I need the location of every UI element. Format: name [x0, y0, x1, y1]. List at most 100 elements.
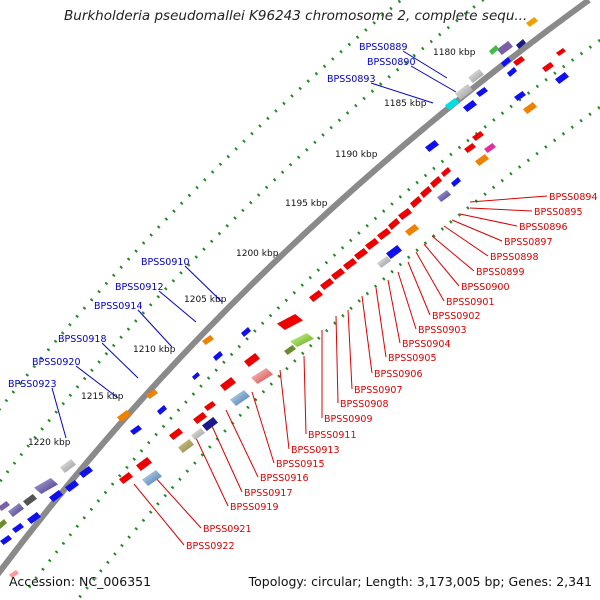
gene-label[interactable]: BPSS0902 — [432, 311, 480, 322]
gene-label[interactable]: BPSS0918 — [58, 334, 106, 345]
gene-feature[interactable] — [437, 190, 451, 202]
gene-feature[interactable] — [489, 45, 499, 55]
gene-feature[interactable] — [309, 290, 323, 302]
gene-label[interactable]: BPSS0919 — [230, 502, 278, 513]
gene-feature[interactable] — [475, 154, 489, 166]
gene-feature[interactable] — [60, 459, 76, 473]
gene-label[interactable]: BPSS0895 — [534, 207, 582, 218]
gene-label[interactable]: BPSS0913 — [291, 445, 339, 456]
gene-feature[interactable] — [468, 69, 484, 83]
gene-feature[interactable] — [49, 490, 63, 502]
gene-features[interactable] — [0, 17, 569, 578]
gene-feature[interactable] — [117, 410, 131, 422]
gene-feature[interactable] — [556, 48, 566, 56]
gene-label[interactable]: BPSS0917 — [244, 488, 292, 499]
gene-feature[interactable] — [386, 245, 402, 259]
gene-feature[interactable] — [354, 248, 368, 260]
gene-feature[interactable] — [526, 17, 538, 27]
gene-feature[interactable] — [464, 143, 476, 153]
gene-feature[interactable] — [142, 470, 162, 486]
gene-feature[interactable] — [377, 256, 391, 268]
gene-feature[interactable] — [178, 439, 194, 453]
gene-label[interactable]: BPSS0896 — [519, 222, 567, 233]
gene-feature[interactable] — [472, 131, 484, 141]
gene-label[interactable]: BPSS0898 — [490, 252, 538, 263]
gene-feature[interactable] — [0, 535, 12, 545]
gene-label[interactable]: BPSS0903 — [418, 325, 466, 336]
gene-feature[interactable] — [497, 41, 513, 55]
gene-feature[interactable] — [213, 351, 223, 361]
gene-feature[interactable] — [193, 412, 207, 424]
gene-feature[interactable] — [516, 39, 526, 49]
gene-feature[interactable] — [484, 143, 496, 153]
gene-feature[interactable] — [9, 570, 19, 578]
gene-feature[interactable] — [27, 512, 41, 524]
gene-label[interactable]: BPSS0921 — [203, 524, 251, 535]
gene-feature[interactable] — [191, 428, 205, 440]
gene-labels[interactable]: BPSS0889 BPSS0890 BPSS0893 BPSS0910 BPSS0912… — [8, 42, 597, 552]
gene-feature[interactable] — [79, 466, 93, 478]
gene-feature[interactable] — [365, 238, 379, 250]
gene-feature[interactable] — [284, 345, 296, 355]
gene-feature[interactable] — [8, 503, 24, 517]
gene-feature[interactable] — [136, 457, 152, 471]
gene-feature[interactable] — [130, 425, 142, 435]
gene-feature[interactable] — [455, 84, 473, 100]
gene-feature[interactable] — [220, 377, 236, 391]
gene-label[interactable]: BPSS0909 — [324, 414, 372, 425]
gene-feature[interactable] — [0, 519, 7, 529]
gene-label[interactable]: BPSS0907 — [354, 385, 402, 396]
gene-label[interactable]: BPSS0906 — [374, 369, 422, 380]
gene-feature[interactable] — [157, 405, 167, 415]
gene-feature[interactable] — [23, 494, 37, 506]
gene-feature[interactable] — [420, 186, 432, 198]
gene-feature[interactable] — [12, 523, 24, 533]
gene-feature[interactable] — [398, 208, 412, 220]
gene-label[interactable]: BPSS0893 — [327, 74, 375, 85]
gene-feature[interactable] — [202, 417, 218, 431]
gene-feature[interactable] — [251, 368, 273, 384]
gene-label[interactable]: BPSS0915 — [276, 459, 324, 470]
gene-label[interactable]: BPSS0912 — [115, 282, 163, 293]
gene-label[interactable]: BPSS0922 — [186, 541, 234, 552]
gene-feature[interactable] — [65, 480, 79, 492]
gene-feature[interactable] — [244, 353, 260, 367]
gene-label[interactable]: BPSS0899 — [476, 267, 524, 278]
gene-feature[interactable] — [555, 72, 569, 84]
gene-label[interactable]: BPSS0910 — [141, 257, 189, 268]
gene-label[interactable]: BPSS0897 — [504, 237, 552, 248]
gene-feature[interactable] — [343, 258, 357, 270]
gene-feature[interactable] — [445, 98, 459, 110]
gene-feature[interactable] — [410, 196, 422, 208]
gene-feature[interactable] — [463, 100, 477, 112]
gene-feature[interactable] — [241, 327, 251, 337]
gene-label[interactable]: BPSS0908 — [340, 399, 388, 410]
gene-label[interactable]: BPSS0914 — [94, 301, 142, 312]
gene-feature[interactable] — [542, 62, 554, 72]
gene-label[interactable]: BPSS0900 — [461, 282, 509, 293]
gene-feature[interactable] — [476, 87, 488, 97]
gene-label[interactable]: BPSS0916 — [260, 473, 308, 484]
gene-feature[interactable] — [277, 314, 303, 330]
gene-feature[interactable] — [451, 177, 461, 187]
gene-feature[interactable] — [34, 478, 58, 494]
gene-feature[interactable] — [388, 218, 400, 230]
gene-feature[interactable] — [513, 56, 525, 66]
gene-feature[interactable] — [425, 140, 439, 152]
gene-feature[interactable] — [202, 335, 214, 345]
gene-label[interactable]: BPSS0901 — [446, 297, 494, 308]
gene-feature[interactable] — [119, 472, 133, 484]
gene-label[interactable]: BPSS0923 — [8, 379, 56, 390]
gene-label[interactable]: BPSS0894 — [549, 192, 597, 203]
gene-label[interactable]: BPSS0890 — [367, 57, 415, 68]
gene-label[interactable]: BPSS0911 — [308, 430, 356, 441]
gene-feature[interactable] — [514, 91, 526, 101]
gene-feature[interactable] — [430, 176, 442, 188]
gene-feature[interactable] — [441, 167, 451, 177]
gene-feature[interactable] — [169, 428, 183, 440]
gene-feature[interactable] — [377, 228, 391, 240]
gene-feature[interactable] — [290, 333, 314, 347]
gene-label[interactable]: BPSS0904 — [402, 339, 450, 350]
gene-feature[interactable] — [0, 501, 10, 511]
